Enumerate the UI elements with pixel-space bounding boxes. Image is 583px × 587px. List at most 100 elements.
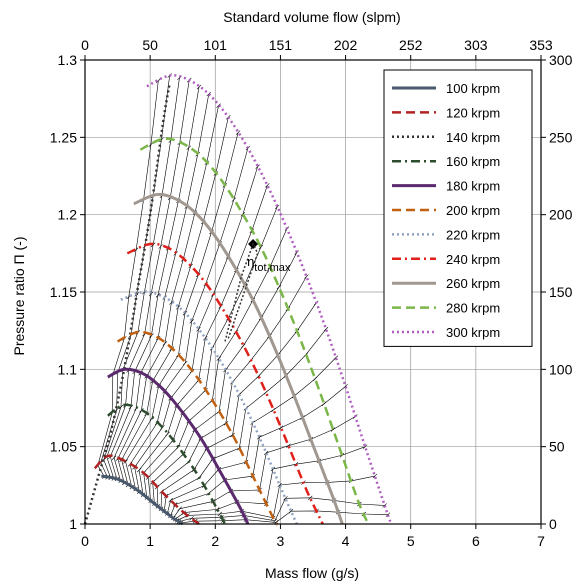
legend-label: 280 krpm	[446, 301, 500, 316]
speed-lines	[83, 73, 393, 526]
constant-line-marker	[223, 367, 228, 373]
x-tick-label: 0	[81, 533, 89, 549]
constant-line	[106, 80, 190, 479]
constant-line	[129, 148, 249, 490]
constant-line-marker	[203, 336, 208, 341]
x-tick-label: 7	[537, 533, 545, 549]
constant-line	[117, 105, 219, 483]
series-line-260-krpm	[133, 192, 344, 525]
y2-tick-label: 250	[549, 129, 573, 145]
constant-line-marker	[206, 91, 211, 97]
y-tick-label: 1.1	[58, 361, 78, 377]
y-tick-label: 1	[69, 516, 77, 532]
x2-tick-label: 303	[464, 37, 488, 53]
constant-line	[167, 357, 337, 514]
x-tick-label: 1	[146, 533, 154, 549]
constant-line	[138, 185, 268, 495]
legend-label: 140 krpm	[446, 130, 500, 145]
constant-line	[175, 446, 366, 520]
y-tick-label: 1.05	[50, 439, 77, 455]
constant-line-marker	[118, 404, 124, 410]
x2-tick-label: 353	[529, 37, 553, 53]
constant-line-marker	[271, 407, 276, 413]
constant-line	[176, 475, 375, 521]
constant-line-marker	[189, 319, 194, 324]
constant-line-marker	[362, 444, 368, 449]
constant-line-marker	[343, 384, 348, 389]
constant-line	[160, 302, 317, 509]
x-tick-label: 2	[211, 533, 219, 549]
constant-line-marker	[372, 473, 378, 479]
constant-line-marker	[158, 244, 163, 249]
x2-tick-label: 151	[269, 37, 293, 53]
constant-line	[173, 416, 356, 519]
x-tick-label: 5	[407, 533, 415, 549]
legend-label: 240 krpm	[446, 252, 500, 267]
legend-label: 100 krpm	[446, 81, 500, 96]
y-tick-label: 1.25	[50, 129, 77, 145]
constant-line-marker	[168, 497, 173, 503]
constant-line-marker	[188, 263, 193, 269]
constant-line-marker	[223, 421, 229, 426]
constant-line-marker	[265, 183, 270, 188]
constant-line-marker	[196, 84, 202, 90]
efficiency-max-annotation: ηtot,max	[224, 239, 291, 342]
constant-line-marker	[175, 305, 181, 310]
constant-line-marker	[258, 244, 264, 250]
x2-tick-label: 101	[204, 37, 228, 53]
legend-label: 180 krpm	[446, 179, 500, 194]
series-line-280-krpm	[139, 137, 370, 525]
constant-line	[125, 132, 239, 488]
constant-line-marker	[278, 425, 284, 430]
constant-line	[180, 510, 388, 524]
efficiency-max-label: ηtot,max	[247, 254, 291, 274]
x-tick-label: 4	[342, 533, 350, 549]
y2-tick-label: 50	[549, 439, 565, 455]
constant-line-marker	[323, 326, 329, 332]
series-line-240-krpm	[126, 242, 324, 525]
x2-tick-label: 50	[142, 37, 158, 53]
constant-line-marker	[276, 284, 282, 290]
constant-line	[156, 276, 307, 507]
constant-line	[103, 77, 180, 478]
constant-line-marker	[308, 495, 313, 501]
efficiency-contour	[224, 242, 259, 342]
constant-line-marker	[241, 343, 246, 348]
constant-line-marker	[196, 327, 201, 332]
constant-line-marker	[382, 503, 387, 508]
constant-line-marker	[182, 311, 188, 316]
constant-line	[170, 386, 346, 517]
constant-line-marker	[277, 482, 282, 488]
axis-ticks: 0 1 2 3 4 5 6 711.051.11.151.21.251.30 50 101 151 2…	[50, 37, 573, 549]
constant-line-marker	[215, 507, 220, 512]
constant-line-marker	[257, 435, 262, 440]
constant-line-marker	[177, 506, 182, 511]
constant-line-marker	[256, 374, 261, 379]
y-tick-label: 1.3	[58, 52, 78, 68]
constant-line-marker	[145, 475, 151, 480]
legend-box	[383, 69, 533, 347]
constant-line-marker	[294, 250, 299, 255]
x2-tick-label: 202	[334, 37, 358, 53]
series-line-140-krpm	[83, 82, 171, 525]
constant-line-marker	[312, 376, 318, 382]
y-tick-label: 1.2	[58, 207, 78, 223]
constant-line-marker	[183, 360, 188, 366]
series-line-200-krpm	[116, 330, 279, 526]
constant-line-marker	[255, 164, 260, 169]
constant-line-marker	[304, 274, 309, 279]
constant-line-marker	[231, 197, 237, 202]
constant-line-marker	[385, 512, 391, 517]
constant-line	[113, 93, 210, 481]
y2-tick-label: 0	[549, 516, 557, 532]
constant-line-marker	[235, 130, 241, 135]
y2-tick-label: 300	[549, 52, 573, 68]
constant-line-marker	[321, 401, 327, 407]
constant-efficiency-lines	[95, 73, 391, 526]
constant-line-marker	[286, 443, 291, 448]
constant-line-marker	[165, 431, 170, 437]
constant-line-marker	[263, 450, 269, 456]
legend-label: 200 krpm	[446, 203, 500, 218]
constant-line	[121, 117, 229, 486]
legend-label: 160 krpm	[446, 154, 500, 169]
